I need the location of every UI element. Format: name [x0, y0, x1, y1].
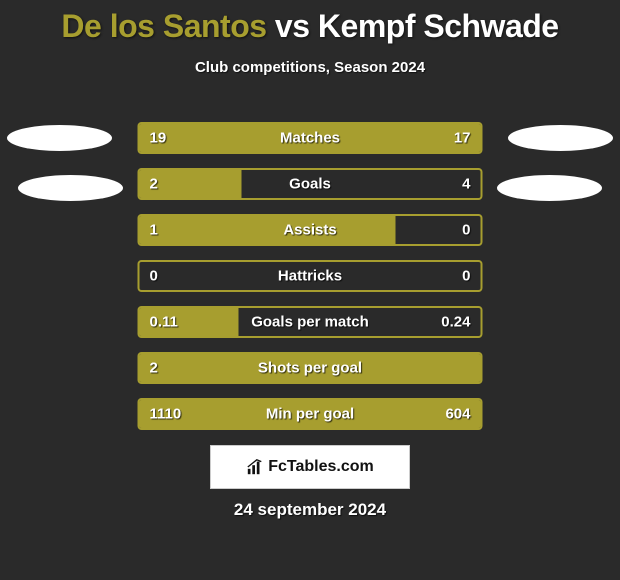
stat-value-left: 1 [150, 222, 158, 239]
stat-label: Min per goal [266, 406, 354, 423]
logo-box: FcTables.com [210, 445, 410, 489]
decor-ellipse [7, 125, 112, 151]
date-line: 24 september 2024 [0, 500, 620, 520]
stat-value-left: 0.11 [150, 314, 178, 331]
comparison-chart: 19 17 Matches 2 4 Goals 1 0 Assists 0 0 Hattricks 0.… [138, 122, 483, 444]
decor-ellipse [18, 175, 123, 201]
stat-value-left: 0 [150, 268, 158, 285]
stat-label: Hattricks [278, 268, 342, 285]
stat-value-right: 17 [454, 130, 471, 147]
stat-label: Matches [280, 130, 340, 147]
stat-value-left: 1110 [150, 406, 182, 423]
page-title: De los Santos vs Kempf Schwade [0, 0, 620, 45]
player1-name: De los Santos [61, 8, 266, 44]
stat-value-right: 0 [462, 268, 470, 285]
stat-label: Goals [289, 176, 331, 193]
stat-label: Goals per match [251, 314, 369, 331]
stat-row: 1110 604 Min per goal [138, 398, 483, 430]
player2-name: Kempf Schwade [318, 8, 559, 44]
decor-ellipse [508, 125, 613, 151]
stat-row: 1 0 Assists [138, 214, 483, 246]
bar-left-fill [140, 216, 396, 244]
stat-value-left: 2 [150, 176, 158, 193]
stat-row: 19 17 Matches [138, 122, 483, 154]
stat-value-right: 604 [445, 406, 470, 423]
stat-value-right: 0 [462, 222, 470, 239]
stat-value-right: 4 [462, 176, 470, 193]
stat-label: Assists [283, 222, 336, 239]
stat-label: Shots per goal [258, 360, 362, 377]
stat-row: 0 0 Hattricks [138, 260, 483, 292]
stat-row: 2 4 Goals [138, 168, 483, 200]
stat-value-left: 19 [150, 130, 167, 147]
vs-text: vs [275, 8, 310, 44]
stat-value-right: 0.24 [441, 314, 470, 331]
chart-icon [246, 458, 264, 476]
subtitle: Club competitions, Season 2024 [0, 59, 620, 76]
stat-value-left: 2 [150, 360, 158, 377]
decor-ellipse [497, 175, 602, 201]
stat-row: 0.11 0.24 Goals per match [138, 306, 483, 338]
stat-row: 2 Shots per goal [138, 352, 483, 384]
logo-text: FcTables.com [268, 458, 374, 476]
